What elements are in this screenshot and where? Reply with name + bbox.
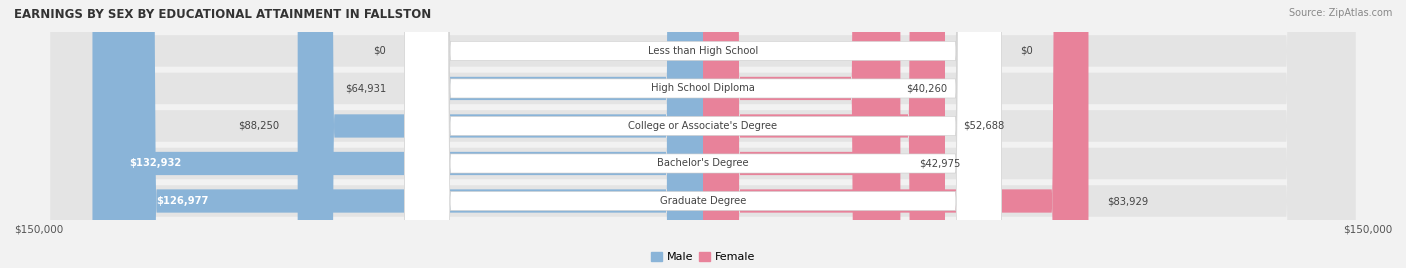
FancyBboxPatch shape bbox=[51, 0, 1355, 268]
FancyBboxPatch shape bbox=[51, 0, 1355, 268]
Text: $42,975: $42,975 bbox=[918, 158, 960, 169]
Text: $40,260: $40,260 bbox=[907, 83, 948, 94]
Text: $64,931: $64,931 bbox=[344, 83, 387, 94]
Text: $150,000: $150,000 bbox=[14, 224, 63, 234]
FancyBboxPatch shape bbox=[703, 0, 889, 268]
FancyBboxPatch shape bbox=[51, 0, 1355, 268]
FancyBboxPatch shape bbox=[405, 0, 1001, 268]
Text: $52,688: $52,688 bbox=[963, 121, 1005, 131]
Legend: Male, Female: Male, Female bbox=[647, 247, 759, 267]
FancyBboxPatch shape bbox=[120, 0, 703, 268]
FancyBboxPatch shape bbox=[405, 0, 1001, 268]
FancyBboxPatch shape bbox=[51, 0, 1355, 268]
FancyBboxPatch shape bbox=[93, 0, 703, 268]
FancyBboxPatch shape bbox=[405, 0, 1001, 268]
Text: High School Diploma: High School Diploma bbox=[651, 83, 755, 94]
Text: $88,250: $88,250 bbox=[238, 121, 280, 131]
Text: $150,000: $150,000 bbox=[1343, 224, 1392, 234]
FancyBboxPatch shape bbox=[703, 0, 900, 268]
Text: $0: $0 bbox=[1019, 46, 1032, 56]
FancyBboxPatch shape bbox=[51, 0, 1355, 268]
Text: Graduate Degree: Graduate Degree bbox=[659, 196, 747, 206]
Text: $0: $0 bbox=[374, 46, 387, 56]
Text: EARNINGS BY SEX BY EDUCATIONAL ATTAINMENT IN FALLSTON: EARNINGS BY SEX BY EDUCATIONAL ATTAINMEN… bbox=[14, 8, 432, 21]
FancyBboxPatch shape bbox=[405, 0, 1001, 268]
Text: $132,932: $132,932 bbox=[129, 158, 181, 169]
Text: $126,977: $126,977 bbox=[156, 196, 209, 206]
FancyBboxPatch shape bbox=[405, 0, 1001, 268]
Text: Less than High School: Less than High School bbox=[648, 46, 758, 56]
Text: $83,929: $83,929 bbox=[1107, 196, 1149, 206]
Text: Bachelor's Degree: Bachelor's Degree bbox=[657, 158, 749, 169]
Text: Source: ZipAtlas.com: Source: ZipAtlas.com bbox=[1288, 8, 1392, 18]
FancyBboxPatch shape bbox=[703, 0, 945, 268]
FancyBboxPatch shape bbox=[405, 0, 703, 268]
FancyBboxPatch shape bbox=[703, 0, 1088, 268]
FancyBboxPatch shape bbox=[298, 0, 703, 268]
Text: College or Associate's Degree: College or Associate's Degree bbox=[628, 121, 778, 131]
